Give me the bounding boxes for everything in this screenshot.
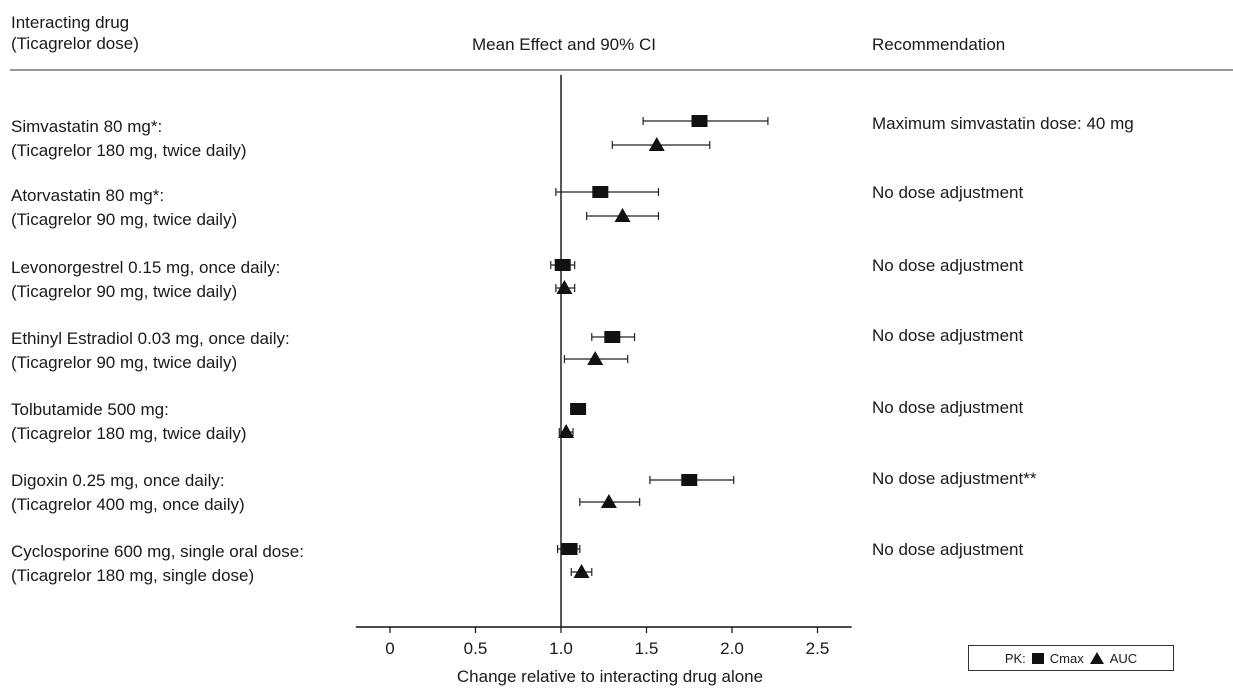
drug-label-row-2: Atorvastatin 80 mg*: (Ticagrelor 90 mg, t… — [11, 184, 237, 232]
x-tick-label: 2.5 — [806, 639, 830, 658]
auc-marker — [614, 208, 631, 222]
recommendation-row-2: No dose adjustment — [872, 183, 1024, 202]
legend-auc: AUC — [1109, 650, 1138, 666]
cmax-marker — [592, 186, 609, 198]
drug-label-row-6: Digoxin 0.25 mg, once daily: (Ticagrelor … — [11, 469, 245, 517]
legend-cmax: Cmax — [1049, 650, 1084, 666]
ticagrelor-dose: (Ticagrelor 400 mg, once daily) — [11, 495, 245, 514]
ticagrelor-dose: (Ticagrelor 90 mg, twice daily) — [11, 210, 238, 229]
recommendation-row-4: No dose adjustment — [872, 326, 1024, 345]
header-interacting-drug: Interacting drug (Ticagrelor dose) — [11, 12, 139, 54]
header-recommendation: Recommendation — [872, 35, 1006, 54]
drug-label-row-3: Levonorgestrel 0.15 mg, once daily: (Tica… — [11, 256, 280, 304]
x-tick-label: 2.0 — [720, 639, 744, 658]
drug-name: Levonorgestrel 0.15 mg, once daily: — [11, 258, 281, 277]
auc-marker — [558, 424, 575, 438]
auc-marker — [587, 351, 604, 365]
x-tick-label: 0 — [385, 639, 394, 658]
recommendation-row-6: No dose adjustment** — [872, 469, 1037, 488]
cmax-marker — [554, 259, 571, 271]
drug-name: Tolbutamide 500 mg: — [11, 400, 169, 419]
drug-name: Cyclosporine 600 mg, single oral dose: — [11, 542, 304, 561]
x-axis-label: Change relative to interacting drug alon… — [457, 667, 763, 686]
legend-prefix: PK: — [1004, 650, 1026, 666]
plot-layer: 0 0.5 1.0 1.5 2.0 2.5 Change relative to inter… — [355, 75, 852, 686]
cmax-marker — [570, 403, 587, 415]
cmax-marker — [561, 543, 578, 555]
header-interacting-drug-line1: Interacting drug — [11, 13, 130, 32]
square-marker-icon — [1031, 652, 1044, 664]
drug-name: Atorvastatin 80 mg*: — [11, 186, 165, 205]
ticagrelor-dose: (Ticagrelor 180 mg, twice daily) — [11, 424, 247, 443]
recommendation-row-5: No dose adjustment — [872, 398, 1024, 417]
auc-marker — [648, 137, 665, 151]
ticagrelor-dose: (Ticagrelor 180 mg, single dose) — [11, 566, 255, 585]
auc-marker — [556, 280, 573, 294]
x-tick-label: 1.5 — [635, 639, 659, 658]
ticagrelor-dose: (Ticagrelor 90 mg, twice daily) — [11, 353, 238, 372]
drug-name: Simvastatin 80 mg*: — [11, 117, 163, 136]
cmax-marker — [681, 474, 698, 486]
auc-marker — [600, 494, 617, 508]
drug-label-row-4: Ethinyl Estradiol 0.03 mg, once daily: (T… — [11, 327, 290, 375]
ticagrelor-dose: (Ticagrelor 90 mg, twice daily) — [11, 282, 238, 301]
header-mean-effect: Mean Effect and 90% CI — [472, 35, 656, 54]
recommendation-row-3: No dose adjustment — [872, 256, 1024, 275]
drug-label-row-5: Tolbutamide 500 mg: (Ticagrelor 180 mg, t… — [11, 398, 247, 446]
ticagrelor-dose: (Ticagrelor 180 mg, twice daily) — [11, 141, 247, 160]
recommendation-row-1: Maximum simvastatin dose: 40 mg — [872, 114, 1134, 133]
auc-marker — [573, 564, 590, 578]
cmax-marker — [691, 115, 708, 127]
drug-name: Ethinyl Estradiol 0.03 mg, once daily: — [11, 329, 290, 348]
header-ticagrelor-dose-line2: (Ticagrelor dose) — [11, 34, 139, 53]
x-tick-label: 0.5 — [464, 639, 488, 658]
legend: PK: Cmax AUC — [968, 645, 1174, 671]
drug-name: Digoxin 0.25 mg, once daily: — [11, 471, 225, 490]
recommendation-row-7: No dose adjustment — [872, 540, 1024, 559]
triangle-marker-icon — [1089, 652, 1104, 664]
drug-label-row-7: Cyclosporine 600 mg, single oral dose: (T… — [11, 540, 304, 588]
drug-label-row-1: Simvastatin 80 mg*: (Ticagrelor 180 mg, t… — [11, 115, 247, 163]
x-tick-label: 1.0 — [549, 639, 573, 658]
cmax-marker — [604, 331, 621, 343]
